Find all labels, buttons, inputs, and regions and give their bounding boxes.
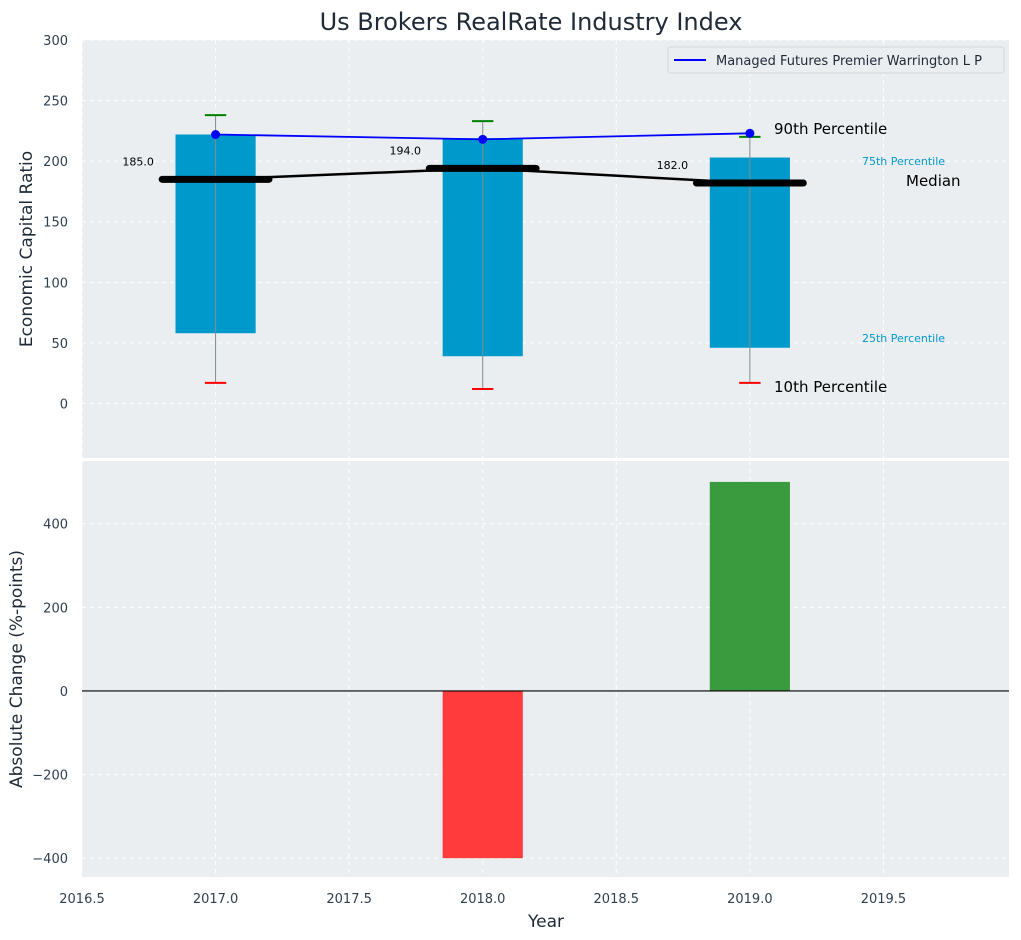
chart-title: Us Brokers RealRate Industry Index (320, 8, 743, 36)
change-bar (709, 481, 790, 691)
top-y-tick-label: 50 (51, 337, 68, 352)
tick-labels: 2016.5 2017.0 2017.5 2018.0 2018.5 2019.0 2019… (32, 34, 906, 907)
x-tick-label: 2019.0 (727, 892, 773, 907)
top-y-tick-label: 0 (60, 397, 68, 412)
annotation-median: Median (906, 172, 961, 190)
company-series-point (478, 134, 488, 144)
change-bar (442, 690, 523, 859)
x-axis-label: Year (527, 912, 564, 932)
legend: Managed Futures Premier Warrington L P (667, 46, 1005, 74)
median-value-label: 194.0 (389, 144, 421, 157)
top-y-tick-label: 200 (43, 155, 68, 170)
median-value-label: 185.0 (122, 155, 154, 168)
bottom-y-axis-label: Absolute Change (%-points) (7, 550, 27, 788)
annotation-90th-percentile: 90th Percentile (774, 120, 887, 138)
x-tick-label: 2018.0 (460, 892, 506, 907)
legend-box (667, 46, 1005, 74)
bottom-y-tick-label: −200 (32, 769, 68, 784)
top-y-tick-label: 150 (43, 216, 68, 231)
median-value-label: 182.0 (657, 159, 689, 172)
bottom-y-tick-label: −400 (32, 852, 68, 867)
company-series-point (745, 128, 755, 138)
x-tick-label: 2019.5 (861, 892, 907, 907)
x-tick-label: 2017.5 (326, 892, 372, 907)
x-tick-label: 2016.5 (59, 892, 105, 907)
bottom-plot-area (82, 461, 1009, 877)
top-y-axis-label: Economic Capital Ratio (17, 151, 37, 347)
company-series-point (211, 130, 221, 140)
bottom-marks (82, 481, 1009, 859)
legend-entry-label: Managed Futures Premier Warrington L P (716, 54, 982, 69)
x-tick-label: 2017.0 (193, 892, 239, 907)
top-marks: 185.0 194.0 182.0 (122, 114, 807, 390)
top-y-tick-label: 100 (43, 276, 68, 291)
top-y-tick-label: 250 (43, 95, 68, 110)
annotation-75th-percentile: 75th Percentile (862, 155, 945, 168)
annotation-25th-percentile: 25th Percentile (862, 332, 945, 345)
bottom-y-tick-label: 200 (43, 601, 68, 616)
x-tick-label: 2018.5 (594, 892, 640, 907)
annotation-10th-percentile: 10th Percentile (774, 378, 887, 396)
bottom-y-tick-label: 400 (43, 518, 68, 533)
bottom-y-tick-label: 0 (60, 685, 68, 700)
top-y-tick-label: 300 (43, 34, 68, 49)
